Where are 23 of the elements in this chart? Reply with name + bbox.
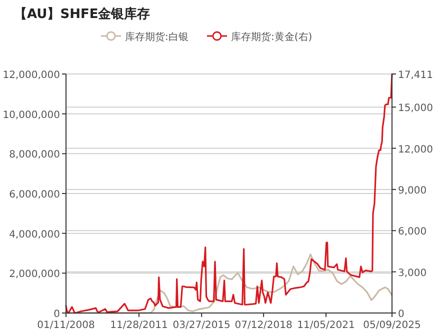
y2-tick-label: 9,000 [398, 185, 427, 196]
y-tick-label: 0 [54, 309, 60, 320]
legend-label: 库存期货:黄金(右) [231, 31, 312, 43]
y-tick-label: 4,000,000 [9, 229, 60, 240]
legend-label: 库存期货:白银 [125, 31, 188, 43]
x-tick-label: 05/09/2025 [363, 320, 421, 331]
y-tick-label: 12,000,000 [2, 70, 60, 81]
x-tick-label: 11/05/2021 [297, 320, 355, 331]
x-tick-label: 03/27/2015 [172, 320, 230, 331]
y-tick-label: 6,000,000 [9, 190, 60, 200]
y2-tick-label: 6,000 [398, 226, 427, 238]
y2-tick-label: 3,000 [398, 268, 427, 279]
y-tick-label: 2,000,000 [9, 269, 60, 280]
y2-tick-label: 15,000 [398, 103, 433, 114]
y-tick-label: 10,000,000 [2, 110, 60, 121]
x-tick-label: 07/12/2018 [234, 320, 292, 331]
y-tick-label: 8,000,000 [9, 150, 60, 161]
x-tick-label: 01/11/2008 [37, 320, 95, 331]
y2-tick-label: 12,000 [398, 144, 433, 156]
y2-tick-label: 0 [398, 309, 404, 320]
y2-tick-label: 17,411 [398, 70, 433, 81]
chart-title: 【AU】SHFE金银库存 [14, 6, 150, 22]
x-tick-label: 11/28/2011 [110, 320, 168, 331]
